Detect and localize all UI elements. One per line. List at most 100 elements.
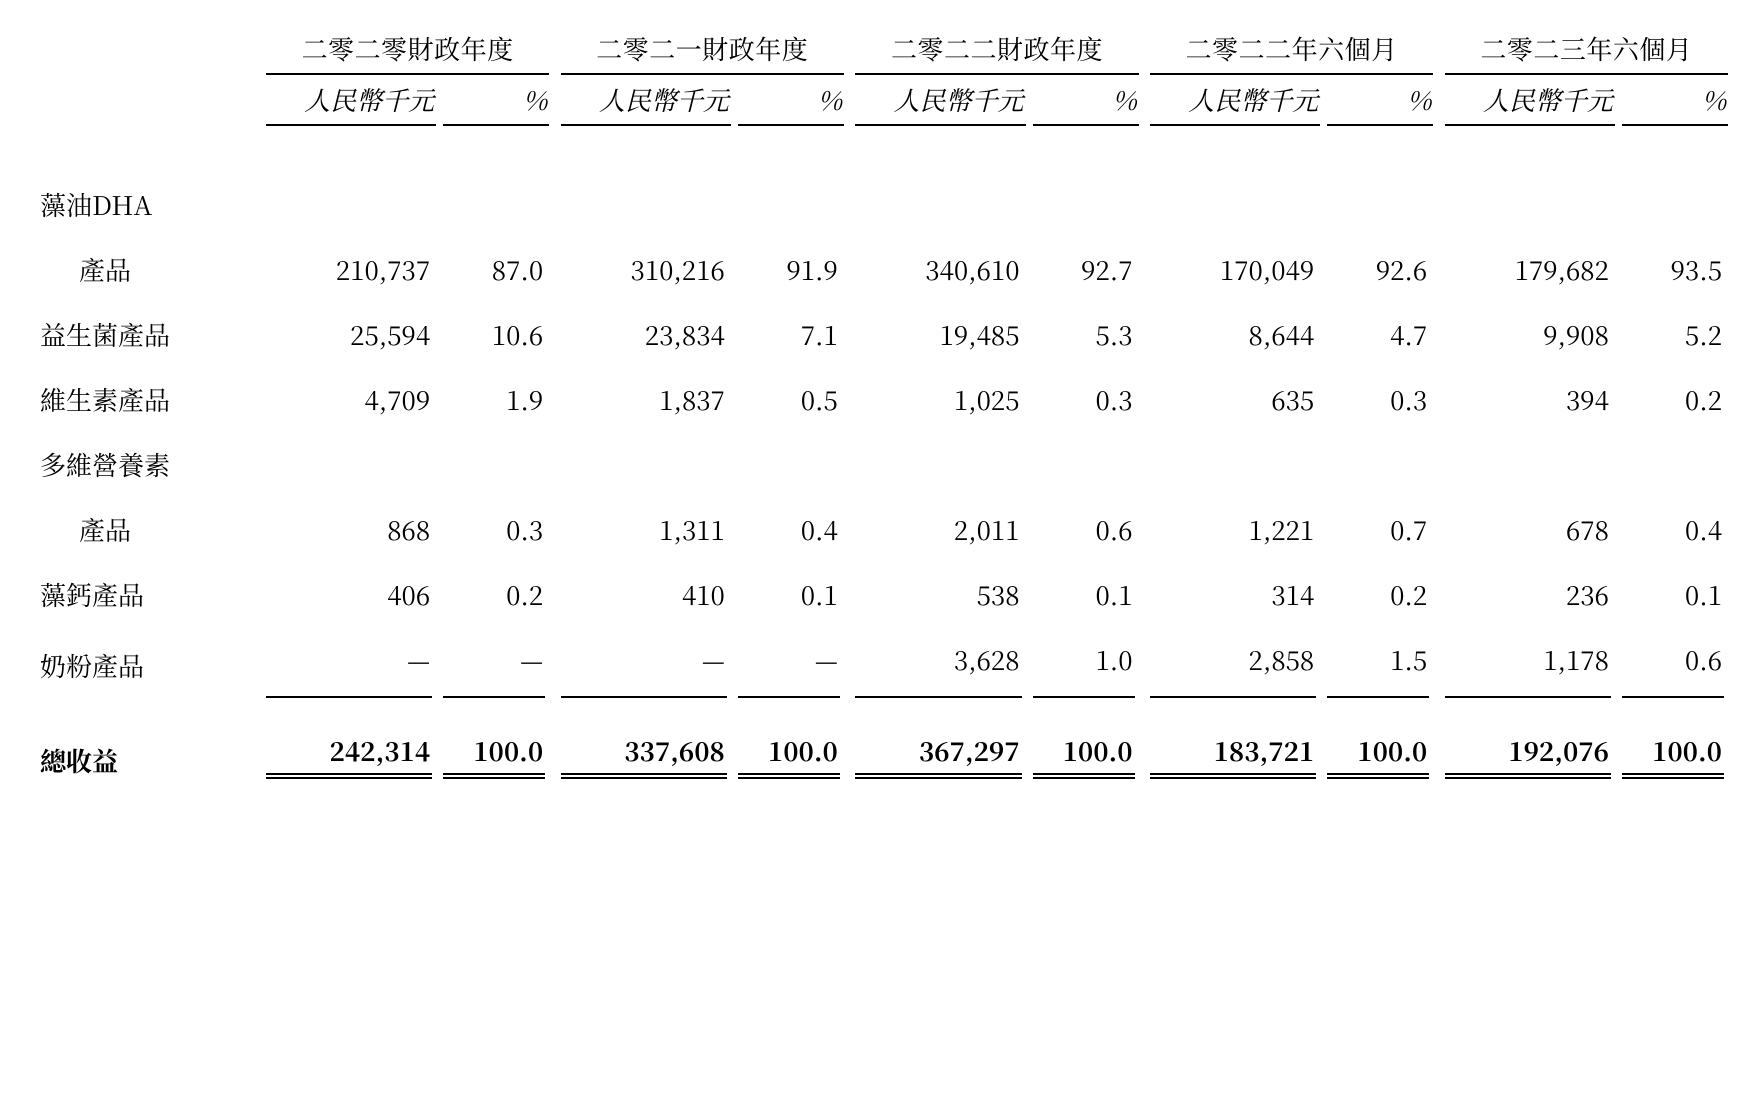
table-row: 產品210,73787.0310,21691.9340,61092.7170,0…	[40, 237, 1724, 302]
percent-cell: 0.5	[738, 367, 840, 432]
amount-cell: 538	[855, 562, 1021, 627]
percent-cell: 0.6	[1033, 497, 1135, 562]
percent-cell: 93.5	[1622, 237, 1724, 302]
section-row: 多維營養素	[40, 432, 1724, 497]
table-row: 產品8680.31,3110.42,0110.61,2210.76780.4	[40, 497, 1724, 562]
total-row: 總收益242,314100.0337,608100.0367,297100.01…	[40, 698, 1724, 779]
percent-cell: 0.3	[1327, 367, 1429, 432]
percent-cell: 1.9	[443, 367, 545, 432]
pct-header: %	[1622, 81, 1724, 132]
pct-header: %	[1327, 81, 1429, 132]
amount-cell: 1,178	[1445, 627, 1611, 698]
percent-cell: 100.0	[738, 698, 840, 779]
amount-cell: 394	[1445, 367, 1611, 432]
percent-cell: 87.0	[443, 237, 545, 302]
amount-cell: 310,216	[561, 237, 727, 302]
percent-cell: —	[443, 627, 545, 698]
table-row: 益生菌產品25,59410.623,8347.119,4855.38,6444.…	[40, 302, 1724, 367]
percent-cell: 0.3	[1033, 367, 1135, 432]
amount-cell: 19,485	[855, 302, 1021, 367]
percent-cell: 5.3	[1033, 302, 1135, 367]
percent-cell: 7.1	[738, 302, 840, 367]
amount-cell: 236	[1445, 562, 1611, 627]
percent-cell: 0.4	[738, 497, 840, 562]
amount-cell: 678	[1445, 497, 1611, 562]
amount-cell: —	[266, 627, 432, 698]
pct-header: %	[1033, 81, 1135, 132]
table-row: 維生素產品4,7091.91,8370.51,0250.36350.33940.…	[40, 367, 1724, 432]
table-body: 藻油DHA產品210,73787.0310,21691.9340,61092.7…	[40, 172, 1724, 779]
percent-cell: 5.2	[1622, 302, 1724, 367]
percent-cell: —	[738, 627, 840, 698]
amount-cell: 337,608	[561, 698, 727, 779]
percent-cell: 100.0	[1622, 698, 1724, 779]
percent-cell: 0.3	[443, 497, 545, 562]
unit-header: 人民幣千元	[855, 81, 1021, 132]
amount-cell: 8,644	[1150, 302, 1316, 367]
period-header: 二零二零財政年度	[266, 30, 545, 81]
amount-cell: 1,025	[855, 367, 1021, 432]
percent-cell: 1.5	[1327, 627, 1429, 698]
percent-cell: 4.7	[1327, 302, 1429, 367]
unit-header: 人民幣千元	[266, 81, 432, 132]
unit-header: 人民幣千元	[561, 81, 727, 132]
percent-cell: 92.6	[1327, 237, 1429, 302]
row-label: 總收益	[40, 698, 250, 779]
percent-cell: 100.0	[1033, 698, 1135, 779]
amount-cell: 367,297	[855, 698, 1021, 779]
amount-cell: 179,682	[1445, 237, 1611, 302]
percent-cell: 0.6	[1622, 627, 1724, 698]
amount-cell: —	[561, 627, 727, 698]
row-label: 維生素產品	[40, 367, 250, 432]
amount-cell: 635	[1150, 367, 1316, 432]
pct-header: %	[738, 81, 840, 132]
row-label: 藻鈣產品	[40, 562, 250, 627]
percent-cell: 1.0	[1033, 627, 1135, 698]
row-label: 奶粉產品	[40, 627, 250, 698]
amount-cell: 1,221	[1150, 497, 1316, 562]
amount-cell: 3,628	[855, 627, 1021, 698]
amount-cell: 1,837	[561, 367, 727, 432]
amount-cell: 9,908	[1445, 302, 1611, 367]
amount-cell: 210,737	[266, 237, 432, 302]
percent-cell: 92.7	[1033, 237, 1135, 302]
table-row: 藻鈣產品4060.24100.15380.13140.22360.1	[40, 562, 1724, 627]
amount-cell: 2,011	[855, 497, 1021, 562]
percent-cell: 0.7	[1327, 497, 1429, 562]
percent-cell: 0.1	[1033, 562, 1135, 627]
amount-cell: 868	[266, 497, 432, 562]
amount-cell: 410	[561, 562, 727, 627]
amount-cell: 23,834	[561, 302, 727, 367]
amount-cell: 2,858	[1150, 627, 1316, 698]
period-header: 二零二二財政年度	[855, 30, 1134, 81]
percent-cell: 0.1	[738, 562, 840, 627]
amount-cell: 340,610	[855, 237, 1021, 302]
percent-cell: 0.1	[1622, 562, 1724, 627]
percent-cell: 0.2	[443, 562, 545, 627]
percent-cell: 0.2	[1622, 367, 1724, 432]
amount-cell: 314	[1150, 562, 1316, 627]
period-header: 二零二二年六個月	[1150, 30, 1429, 81]
financial-table: 二零二零財政年度 二零二一財政年度 二零二二財政年度 二零二二年六個月 二零二三…	[40, 30, 1724, 779]
percent-cell: 0.2	[1327, 562, 1429, 627]
amount-cell: 4,709	[266, 367, 432, 432]
table-row: 奶粉產品————3,6281.02,8581.51,1780.6	[40, 627, 1724, 698]
period-header: 二零二三年六個月	[1445, 30, 1724, 81]
percent-cell: 10.6	[443, 302, 545, 367]
amount-cell: 183,721	[1150, 698, 1316, 779]
unit-header: 人民幣千元	[1445, 81, 1611, 132]
percent-cell: 100.0	[1327, 698, 1429, 779]
amount-cell: 192,076	[1445, 698, 1611, 779]
percent-cell: 91.9	[738, 237, 840, 302]
amount-cell: 170,049	[1150, 237, 1316, 302]
row-label: 多維營養素	[40, 432, 250, 497]
section-row: 藻油DHA	[40, 172, 1724, 237]
amount-cell: 1,311	[561, 497, 727, 562]
amount-cell: 25,594	[266, 302, 432, 367]
pct-header: %	[443, 81, 545, 132]
row-label: 產品	[40, 237, 250, 302]
percent-cell: 100.0	[443, 698, 545, 779]
row-label: 藻油DHA	[40, 172, 250, 237]
row-label: 益生菌產品	[40, 302, 250, 367]
table-header: 二零二零財政年度 二零二一財政年度 二零二二財政年度 二零二二年六個月 二零二三…	[40, 30, 1724, 172]
